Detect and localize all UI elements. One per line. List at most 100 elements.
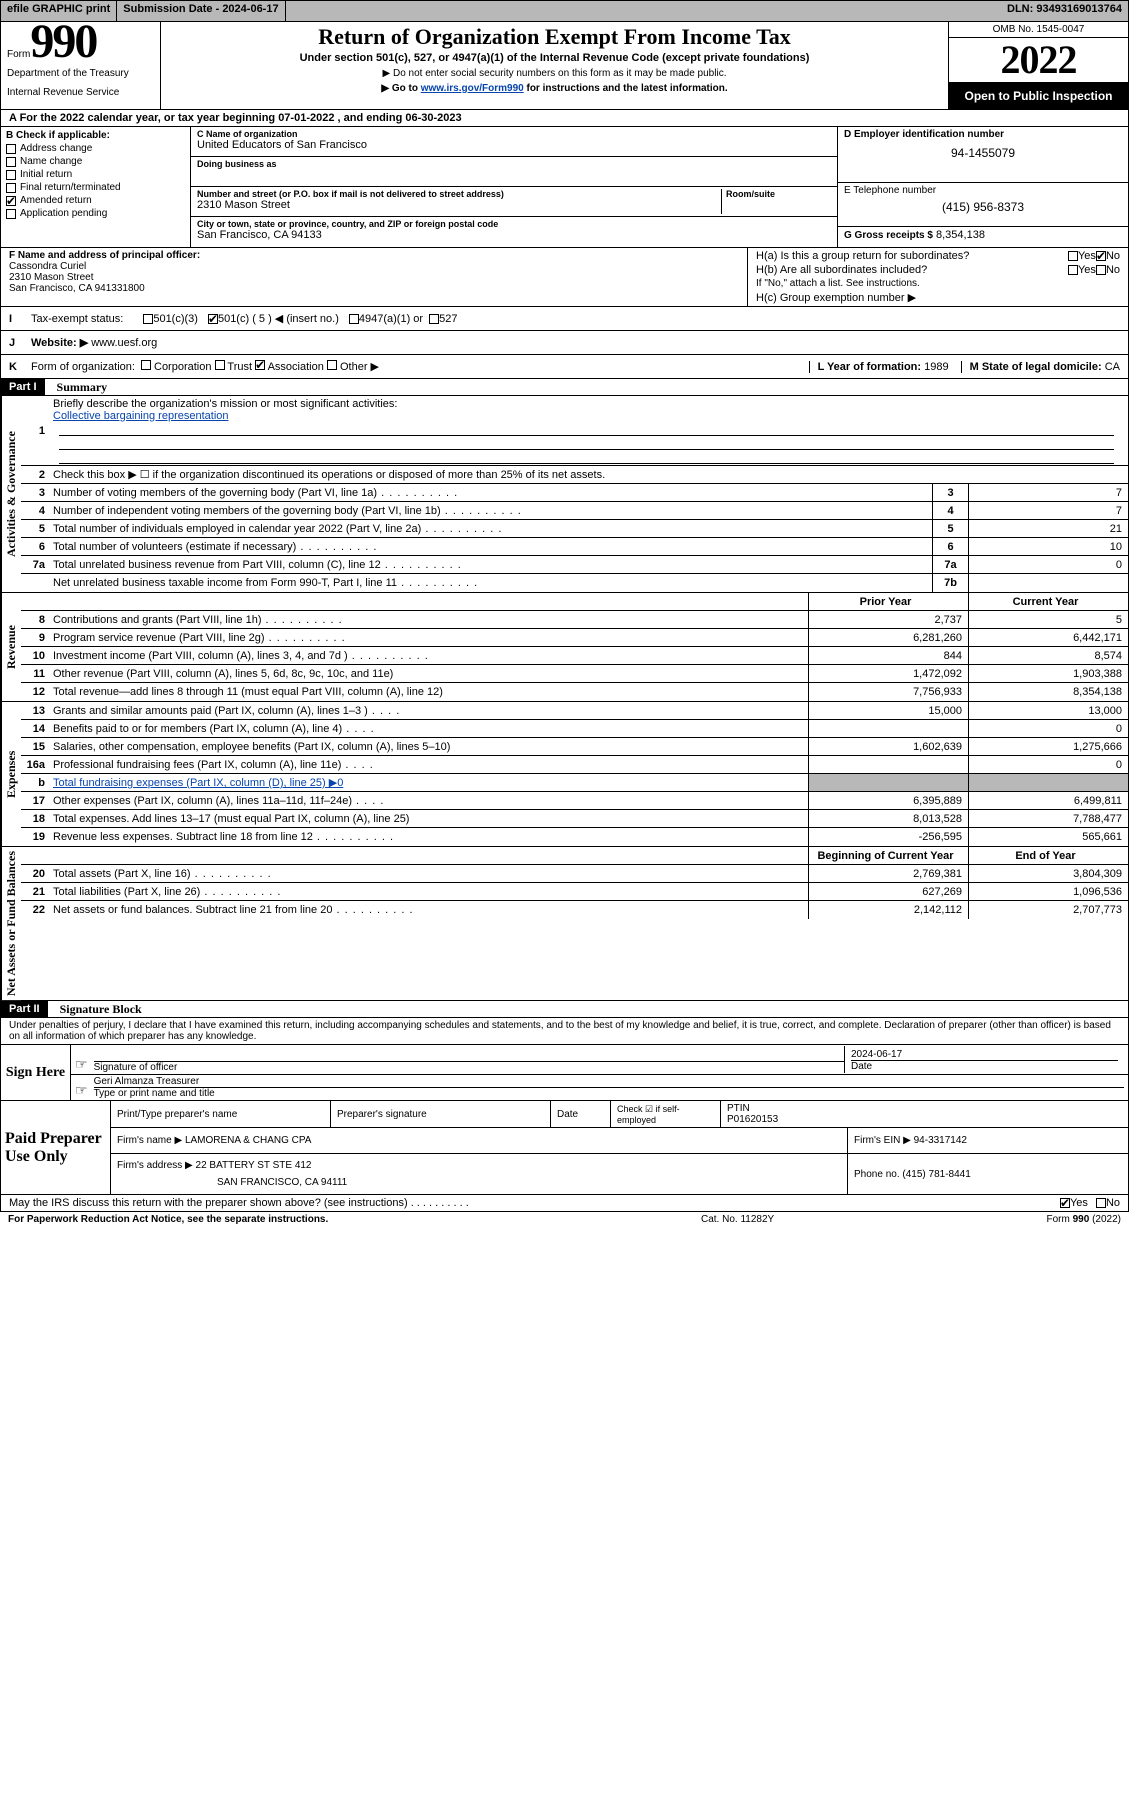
line-13: 13Grants and similar amounts paid (Part … — [21, 702, 1128, 720]
b-box-4[interactable] — [6, 196, 16, 206]
dba-cell: Doing business as — [191, 157, 837, 187]
goto-pre: ▶ Go to — [381, 83, 420, 94]
line-20: 20Total assets (Part X, line 16)2,769,38… — [21, 865, 1128, 883]
phone-cell: E Telephone number (415) 956-8373 — [838, 183, 1128, 227]
header-left: Form990 Department of the Treasury Inter… — [1, 22, 161, 109]
ein-lbl: D Employer identification number — [844, 129, 1122, 140]
b-box-0[interactable] — [6, 144, 16, 154]
sign-right: ☞ Signature of officer 2024-06-17 Date ☞… — [71, 1045, 1128, 1100]
sign-block: Sign Here ☞ Signature of officer 2024-06… — [0, 1045, 1129, 1101]
h-col: H(a) Is this a group return for subordin… — [748, 248, 1128, 306]
b-lbl-1: Name change — [20, 156, 82, 167]
form-title: Return of Organization Exempt From Incom… — [167, 24, 942, 50]
prep-row2: Firm's name ▶ LAMORENA & CHANG CPA Firm'… — [111, 1128, 1128, 1154]
b-lbl-3: Final return/terminated — [20, 182, 121, 193]
dept-treasury: Department of the Treasury — [7, 68, 154, 79]
link-b[interactable]: Total fundraising expenses (Part IX, col… — [53, 777, 343, 789]
part1-title: Summary — [45, 380, 108, 395]
l-lbl: L Year of formation: — [818, 361, 922, 373]
city-val: San Francisco, CA 94133 — [197, 229, 831, 241]
irs-label: Internal Revenue Service — [7, 87, 154, 98]
b-box-2[interactable] — [6, 170, 16, 180]
i-501c5: 501(c) ( 5 ) ◀ (insert no.) — [218, 312, 339, 325]
b-box-1[interactable] — [6, 157, 16, 167]
b-check-2[interactable]: Initial return — [6, 169, 185, 180]
topbar-spacer — [286, 1, 1001, 21]
form-subtitle: Under section 501(c), 527, or 4947(a)(1)… — [167, 52, 942, 64]
i-527-box[interactable] — [429, 314, 439, 324]
discuss-yes-box[interactable] — [1060, 1198, 1070, 1208]
i-lbl: Tax-exempt status: — [31, 313, 123, 325]
officer-typed: Geri Almanza Treasurer — [94, 1076, 1124, 1088]
sect-governance: Activities & Governance 1Briefly describ… — [0, 396, 1129, 593]
form-footer: Form 990 (2022) — [961, 1214, 1121, 1225]
b-check-4[interactable]: Amended return — [6, 195, 185, 206]
part2-title: Signature Block — [48, 1002, 142, 1017]
k-opt-0: Corporation — [154, 361, 211, 373]
ha-yes-box[interactable] — [1068, 251, 1078, 261]
yes-label2: Yes — [1078, 264, 1096, 276]
c-name-lbl: C Name of organization — [197, 129, 831, 139]
vlabel-exp: Expenses — [1, 702, 21, 846]
gross-cell: G Gross receipts $ 8,354,138 — [838, 227, 1128, 243]
line-11: 11Other revenue (Part VIII, column (A), … — [21, 665, 1128, 683]
hb-yes-box[interactable] — [1068, 265, 1078, 275]
form-note-ssn: ▶ Do not enter social security numbers o… — [167, 68, 942, 79]
firm-addr-lbl: Firm's address ▶ — [117, 1160, 193, 1171]
k-lbl: Form of organization: — [31, 361, 135, 373]
hc-lbl: H(c) Group exemption number ▶ — [756, 291, 1120, 304]
i-4947-box[interactable] — [349, 314, 359, 324]
line-22: 22Net assets or fund balances. Subtract … — [21, 901, 1128, 919]
i-lead: I — [9, 313, 23, 325]
gross-lbl: G Gross receipts $ — [844, 230, 933, 241]
ptr-icon: ☞ — [75, 1056, 88, 1073]
phone-val2: (415) 781-8441 — [902, 1169, 970, 1180]
i-4947: 4947(a)(1) or — [359, 313, 423, 325]
k-box-3[interactable] — [327, 360, 337, 370]
ptin-lbl: PTIN — [727, 1103, 1122, 1114]
k-opt-2: Association — [268, 361, 324, 373]
discuss-yes: Yes — [1070, 1197, 1088, 1209]
city-cell: City or town, state or province, country… — [191, 217, 837, 247]
vlabel-rev: Revenue — [1, 593, 21, 701]
firm-val: LAMORENA & CHANG CPA — [185, 1135, 312, 1146]
hb-no-box[interactable] — [1096, 265, 1106, 275]
gov-line-4: 4Number of independent voting members of… — [21, 502, 1128, 520]
addr-lbl: Number and street (or P.O. box if mail i… — [197, 189, 721, 199]
firm-ein-cell: Firm's EIN ▶ 94-3317142 — [848, 1128, 1128, 1153]
omb-number: OMB No. 1545-0047 — [949, 22, 1128, 38]
line-10: 10Investment income (Part VIII, column (… — [21, 647, 1128, 665]
ha-no-box[interactable] — [1096, 251, 1106, 261]
prep-row3: Firm's address ▶ 22 BATTERY ST STE 412 S… — [111, 1154, 1128, 1194]
b-lbl-0: Address change — [20, 143, 92, 154]
i-501c-box[interactable] — [208, 314, 218, 324]
mission-link[interactable]: Collective bargaining representation — [53, 410, 229, 422]
gov-line-6: 6Total number of volunteers (estimate if… — [21, 538, 1128, 556]
goto-post: for instructions and the latest informat… — [524, 83, 728, 94]
irs-link[interactable]: www.irs.gov/Form990 — [421, 83, 524, 94]
yes-label: Yes — [1078, 250, 1096, 262]
k-box-2[interactable] — [255, 360, 265, 370]
addr-cell: Number and street (or P.O. box if mail i… — [191, 187, 837, 217]
k-box-0[interactable] — [141, 360, 151, 370]
b-check-3[interactable]: Final return/terminated — [6, 182, 185, 193]
k-box-1[interactable] — [215, 360, 225, 370]
b-lbl-2: Initial return — [20, 169, 72, 180]
discuss-no-box[interactable] — [1096, 1198, 1106, 1208]
b-check-5[interactable]: Application pending — [6, 208, 185, 219]
open-public: Open to Public Inspection — [949, 83, 1128, 109]
b-box-5[interactable] — [6, 209, 16, 219]
ptin-val: P01620153 — [727, 1114, 1122, 1125]
f-col: F Name and address of principal officer:… — [1, 248, 748, 306]
addr-val: 2310 Mason Street — [197, 199, 721, 211]
i-501c3-box[interactable] — [143, 314, 153, 324]
no-label2: No — [1106, 264, 1120, 276]
b-check-0[interactable]: Address change — [6, 143, 185, 154]
gov-line-1: 1Briefly describe the organization's mis… — [21, 396, 1128, 466]
header-right: OMB No. 1545-0047 2022 Open to Public In… — [948, 22, 1128, 109]
phone-lbl2: Phone no. — [854, 1169, 900, 1180]
hb-lbl: H(b) Are all subordinates included? — [756, 264, 1068, 276]
b-check-1[interactable]: Name change — [6, 156, 185, 167]
b-box-3[interactable] — [6, 183, 16, 193]
gov-line-5: 5Total number of individuals employed in… — [21, 520, 1128, 538]
